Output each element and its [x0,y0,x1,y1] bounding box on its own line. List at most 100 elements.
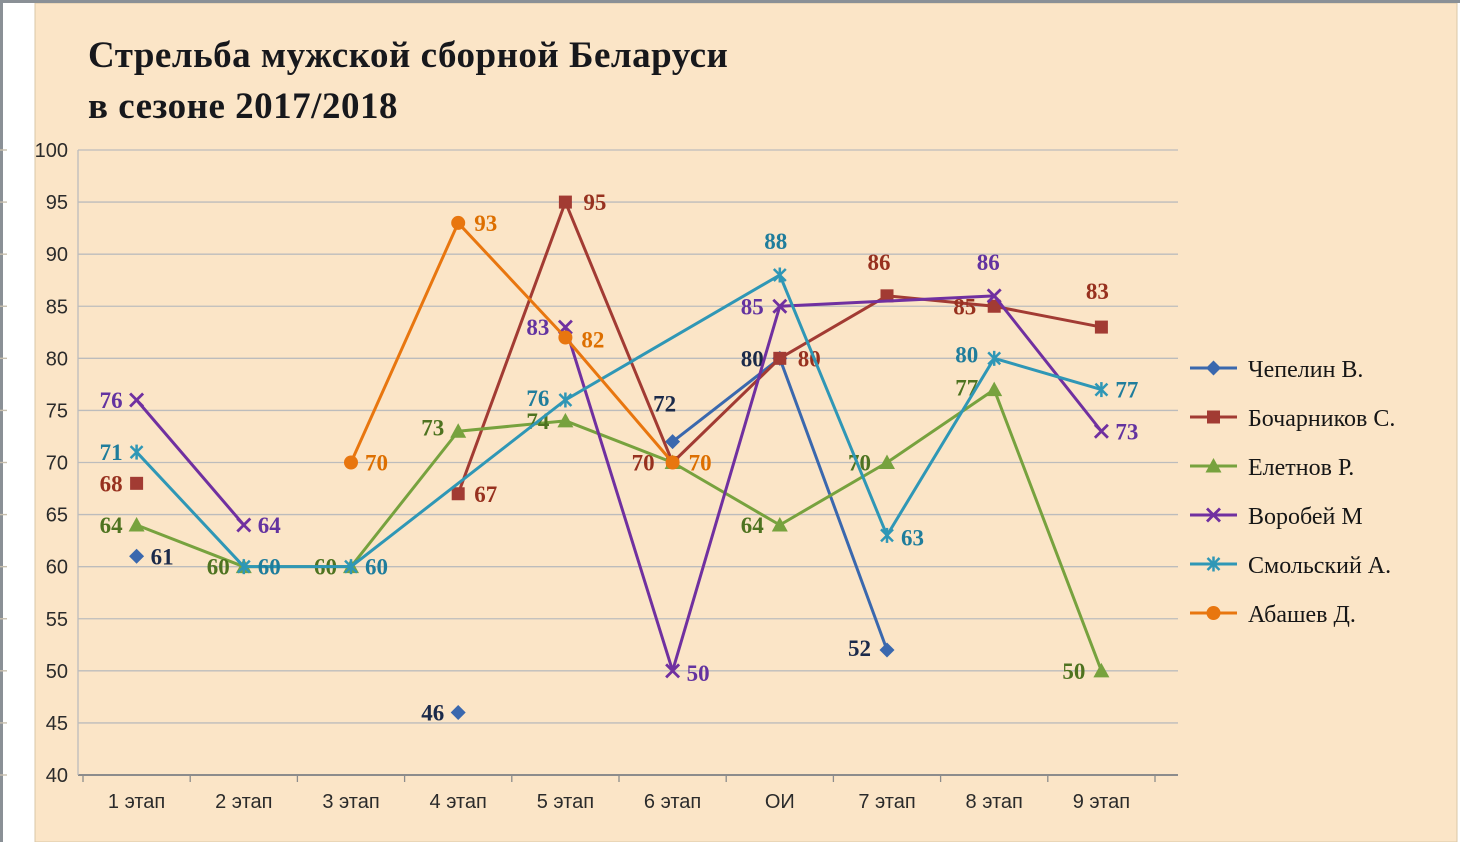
x-tick-label: 4 этап [430,791,487,813]
y-tick-label: 100 [35,140,68,162]
chart-title-line2: в сезоне 2017/2018 [88,86,398,127]
data-label: 60 [207,555,230,580]
data-label: 64 [741,513,765,538]
data-label: 73 [1115,419,1138,444]
x-tick-label: ОИ [765,791,795,813]
square-marker-icon [773,351,787,365]
legend-circle-marker-icon [1206,606,1221,620]
x-tick-label: 2 этап [215,791,272,813]
x-tick-label: 9 этап [1073,791,1130,813]
diamond-marker-icon [879,642,895,658]
data-label: 67 [474,482,497,507]
square-marker-icon [1094,320,1108,334]
data-label: 70 [632,451,655,476]
asterisk-marker-icon [880,527,894,543]
data-label: 73 [421,415,444,440]
xmark-marker-icon [772,298,788,314]
triangle-marker-icon [128,517,145,532]
y-tick-label: 65 [46,505,68,527]
legend-square-marker-icon [1207,410,1220,424]
y-tick-label: 75 [46,400,68,422]
series-5-line [349,221,674,464]
legend-label: Чепелин В. [1248,357,1363,383]
data-label: 76 [100,388,123,413]
data-label: 80 [798,346,821,371]
y-tick-label: 50 [46,661,68,683]
data-label: 60 [258,555,281,580]
page-left-border [0,0,3,842]
circle-marker-icon [558,330,573,345]
legend-label: Бочарников С. [1248,406,1395,432]
data-label: 80 [741,346,764,371]
data-label: 72 [653,392,676,417]
data-label: 86 [977,250,1000,275]
data-label: 70 [365,451,388,476]
asterisk-marker-icon [129,444,144,460]
y-tick-label: 60 [46,557,68,579]
square-marker-icon [880,289,894,303]
data-label: 46 [421,701,444,726]
chart-title-line1: Стрельба мужской сборной Беларуси [88,35,729,76]
square-marker-icon [987,299,1001,313]
asterisk-marker-icon [236,559,251,575]
chart-title: Стрельба мужской сборной Беларуси в сезо… [88,30,728,132]
asterisk-marker-icon [987,350,1002,366]
legend-item-1: Бочарников С. [1190,406,1395,432]
data-label: 61 [151,544,174,569]
data-label: 83 [526,315,549,340]
asterisk-marker-icon [344,559,358,575]
data-label: 93 [474,211,497,236]
diamond-marker-icon [665,434,681,450]
y-tick-label: 55 [46,609,68,631]
legend-item-5: Абашев Д. [1190,602,1356,628]
y-tick-label: 90 [46,244,68,266]
asterisk-marker-icon [772,267,787,283]
legend-xmark-marker-icon [1206,507,1221,523]
circle-marker-icon [451,215,466,230]
xmark-marker-icon [129,392,145,408]
legend-item-0: Чепелин В. [1190,357,1363,383]
triangle-marker-icon [879,454,895,469]
data-label: 68 [100,471,123,496]
data-label: 95 [583,190,606,215]
data-label: 76 [526,386,549,411]
y-tick-label: 95 [46,192,68,214]
legend: Чепелин В. Бочарников С. Елетнов Р. Воробей… [1190,357,1395,628]
y-tick-label: 40 [46,765,68,787]
legend-label: Смольский А. [1248,553,1391,579]
square-marker-icon [130,476,144,490]
xmark-marker-icon [1093,423,1109,439]
y-tick-label: 80 [46,348,68,370]
x-tick-label: 3 этап [322,791,379,813]
data-label: 77 [1115,378,1138,403]
data-label: 85 [953,294,976,319]
asterisk-marker-icon [1094,382,1109,398]
data-label: 83 [1086,279,1109,304]
square-marker-icon [558,195,572,209]
legend-label: Абашев Д. [1248,602,1356,628]
data-label: 60 [365,555,388,580]
diamond-marker-icon [450,705,466,720]
series-5: 70 93 82 70 [344,211,712,476]
legend-label: Елетнов Р. [1248,455,1354,481]
data-label: 64 [100,513,124,538]
x-tick-label: 7 этап [858,791,915,813]
triangle-marker-icon [1093,662,1110,678]
x-tick-label: 1 этап [108,791,165,813]
series-4-line [135,273,1102,569]
data-label: 80 [955,342,978,367]
data-label: 85 [741,294,764,319]
x-tick-label: 5 этап [537,791,594,813]
legend-diamond-marker-icon [1206,360,1221,376]
y-tick-label: 85 [46,296,68,318]
data-label: 82 [581,328,604,353]
triangle-marker-icon [771,517,788,532]
square-marker-icon [451,487,465,501]
data-label: 50 [1062,659,1085,684]
asterisk-marker-icon [558,392,573,408]
xmark-marker-icon [236,517,252,533]
diamond-marker-icon [129,548,145,564]
